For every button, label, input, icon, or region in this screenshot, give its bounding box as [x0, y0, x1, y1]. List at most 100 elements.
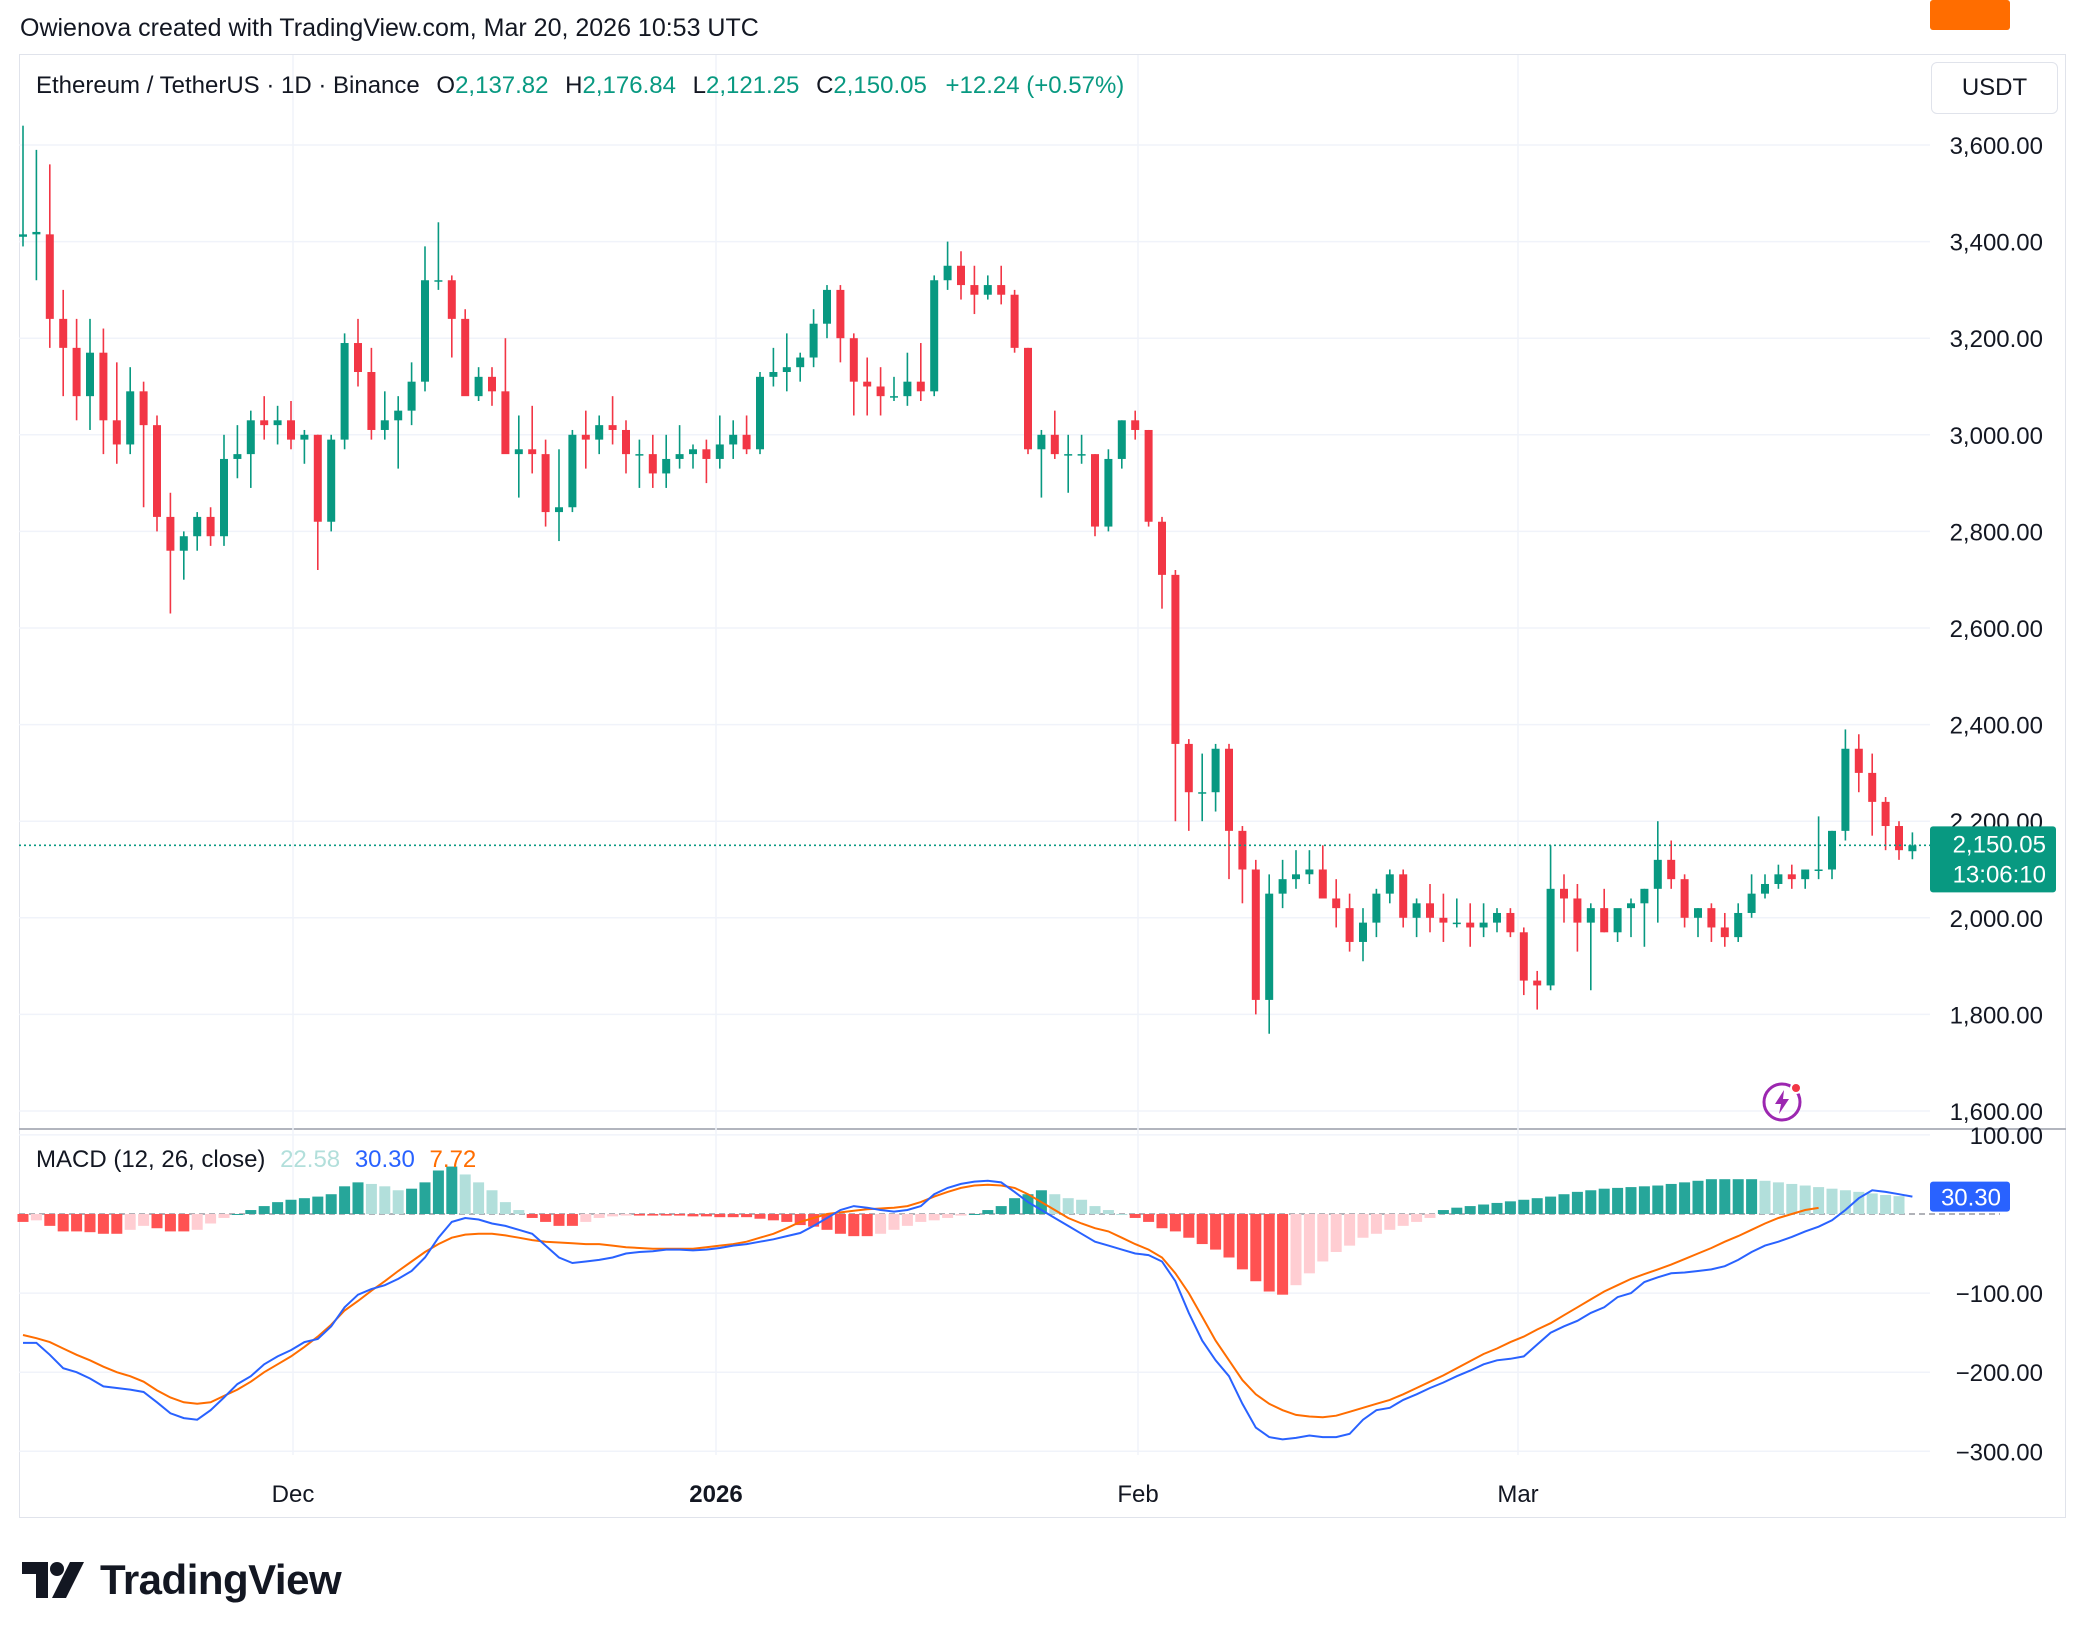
macd-histogram-bar: [1585, 1190, 1597, 1214]
candle-body: [1720, 927, 1729, 938]
candle-body: [380, 420, 389, 430]
candle-body: [742, 434, 751, 450]
macd-histogram-bar: [1022, 1194, 1034, 1214]
last-price-value: 2,150.05: [1953, 831, 2046, 858]
macd-histogram-bar: [1223, 1214, 1235, 1258]
price-axis-tick-label: 3,400.00: [1950, 230, 2043, 257]
price-axis-tick-label: 2,800.00: [1950, 519, 2043, 546]
candle-body: [407, 381, 416, 411]
candle-body: [930, 280, 939, 392]
candle-body: [474, 376, 483, 397]
macd-histogram-bar: [231, 1214, 243, 1215]
candle-body: [528, 449, 537, 455]
macd-histogram-bar: [1518, 1199, 1530, 1214]
candle-body: [193, 516, 202, 537]
candle-body: [153, 425, 161, 517]
candle-body: [903, 381, 912, 397]
candle-body: [59, 318, 68, 348]
symbol-label[interactable]: Ethereum / TetherUS · 1D · Binance: [36, 72, 420, 99]
macd-histogram-bar: [1813, 1187, 1825, 1214]
macd-histogram-bar: [875, 1214, 887, 1234]
macd-histogram-bar: [325, 1194, 337, 1214]
low-label: L: [692, 72, 706, 99]
macd-histogram-bar: [714, 1214, 726, 1218]
macd-histogram-bar: [915, 1214, 927, 1222]
macd-histogram-bar: [1049, 1194, 1061, 1214]
macd-histogram-bar: [138, 1214, 150, 1226]
macd-histogram-bar: [1250, 1214, 1262, 1282]
candle-body: [1694, 908, 1702, 918]
macd-histogram-bar: [727, 1214, 739, 1218]
candle-body: [461, 318, 470, 397]
macd-axis-tick-label: 100.00: [1970, 1123, 2043, 1150]
time-axis-tick-label: 2026: [689, 1481, 742, 1508]
macd-hist-value: 22.58: [280, 1146, 341, 1173]
macd-histogram-bar: [272, 1202, 284, 1214]
macd-histogram-bar: [1598, 1188, 1610, 1214]
macd-signal-value: 7.72: [429, 1146, 477, 1173]
macd-histogram-bar: [1344, 1214, 1356, 1246]
candle-body: [916, 381, 925, 392]
currency-button[interactable]: USDT: [1931, 62, 2058, 114]
macd-histogram-bar: [607, 1214, 619, 1217]
candle-body: [45, 234, 54, 319]
candle-body: [782, 367, 791, 373]
candle-body: [890, 396, 898, 398]
macd-histogram-bar: [540, 1214, 552, 1222]
candle-body: [1037, 434, 1046, 450]
macd-histogram-bar: [1424, 1214, 1436, 1218]
candle-body: [434, 280, 443, 282]
candle-body: [126, 391, 135, 445]
macd-histogram-bar: [1692, 1180, 1704, 1214]
candle-body: [849, 338, 858, 382]
macd-histogram-bar: [419, 1182, 431, 1214]
macd-histogram-bar: [1397, 1214, 1409, 1226]
macd-histogram-bar: [526, 1214, 538, 1218]
macd-histogram-bar: [821, 1214, 833, 1230]
macd-histogram-bar: [1370, 1214, 1382, 1234]
macd-histogram-bar: [1853, 1191, 1865, 1214]
candle-body: [421, 280, 429, 382]
candle-body: [662, 458, 671, 474]
signal-axis-tag: 7.72: [1954, 0, 2001, 6]
candle-body: [1412, 903, 1421, 918]
candle-body: [836, 289, 845, 339]
close-value: 2,150.05: [833, 72, 927, 99]
macd-histogram-bar: [499, 1202, 511, 1214]
candle-body: [1841, 748, 1850, 831]
macd-histogram-bar: [352, 1182, 364, 1214]
macd-histogram-bar: [687, 1214, 699, 1217]
macd-histogram-bar: [1009, 1198, 1021, 1214]
lightning-icon[interactable]: [1760, 1080, 1804, 1124]
macd-histogram-bar: [1826, 1188, 1838, 1214]
brand-name: TradingView: [100, 1556, 342, 1603]
macd-histogram-bar: [1759, 1180, 1771, 1214]
candle-body: [1734, 912, 1743, 938]
macd-title[interactable]: MACD (12, 26, close): [36, 1146, 266, 1173]
macd-histogram-bar: [513, 1210, 525, 1214]
price-legend: Ethereum / TetherUS · 1D · Binance O2,13…: [36, 72, 1124, 100]
candle-body: [863, 381, 872, 387]
macd-histogram-bar: [164, 1214, 176, 1232]
macd-histogram-bar: [861, 1214, 873, 1237]
price-axis-tick-label: 3,200.00: [1950, 326, 2043, 353]
macd-histogram-bar: [1236, 1214, 1248, 1270]
candle-body: [1104, 458, 1113, 527]
macd-histogram-bar: [1129, 1214, 1141, 1218]
chart-frame[interactable]: [19, 54, 2066, 1518]
macd-histogram-bar: [1571, 1191, 1583, 1214]
last-price-tag: [1930, 826, 2056, 893]
candle-body: [1292, 874, 1300, 880]
macd-histogram-bar: [754, 1214, 766, 1219]
macd-histogram-bar: [901, 1214, 913, 1226]
macd-histogram-bar: [44, 1214, 56, 1226]
candle-body: [1506, 912, 1515, 933]
candle-body: [1707, 908, 1716, 928]
candle-body: [394, 410, 403, 421]
candle-body: [340, 343, 349, 440]
macd-histogram-bar: [97, 1214, 109, 1234]
candle-body: [1854, 748, 1863, 773]
macd-axis-tick-label: −100.00: [1956, 1281, 2043, 1308]
price-axis-tick-label: 3,000.00: [1950, 423, 2043, 450]
